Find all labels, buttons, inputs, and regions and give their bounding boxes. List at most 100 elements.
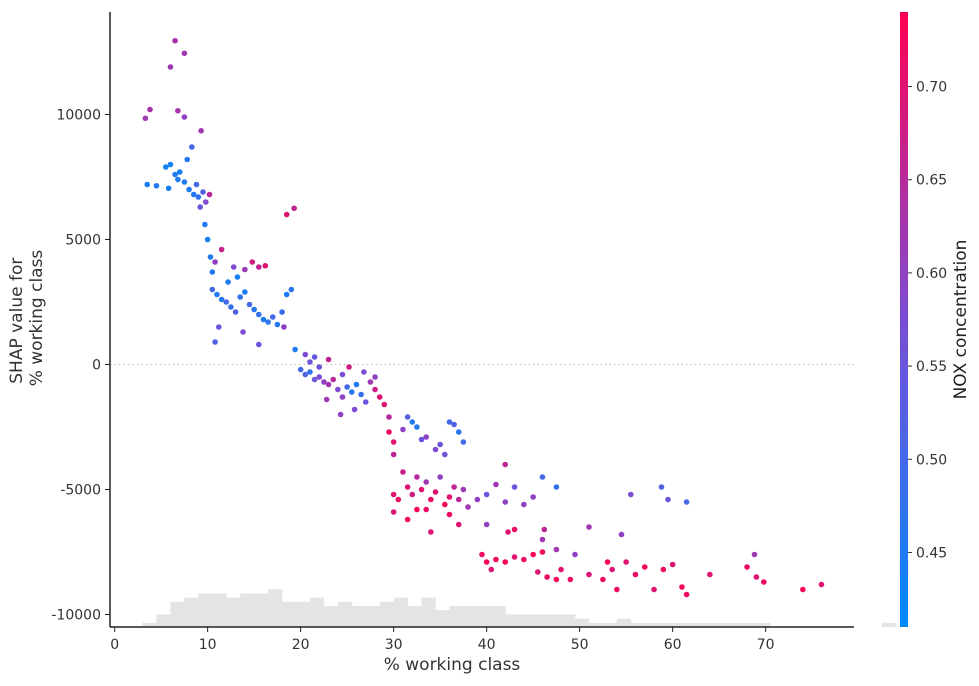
data-point (567, 576, 574, 583)
data-point (428, 529, 434, 535)
data-point (202, 221, 208, 228)
data-point (404, 414, 411, 420)
data-point (409, 491, 416, 498)
data-point (193, 181, 200, 188)
data-point (455, 429, 462, 435)
histogram-bar (519, 614, 534, 627)
data-point (190, 191, 197, 198)
histogram-bar (337, 601, 353, 627)
data-point (658, 484, 665, 490)
data-point (530, 551, 536, 558)
data-point (283, 211, 290, 218)
data-point (400, 426, 406, 433)
data-point (307, 369, 313, 375)
data-point (683, 499, 690, 505)
data-point (337, 411, 344, 418)
data-point (451, 421, 457, 428)
data-point (418, 436, 425, 443)
data-point (451, 484, 457, 490)
data-point (228, 304, 234, 310)
histogram-bar (351, 606, 367, 627)
data-point (511, 484, 518, 490)
data-point (307, 359, 313, 365)
data-point (288, 286, 295, 293)
data-point (386, 429, 392, 435)
data-point (181, 114, 188, 120)
histogram-bar (505, 614, 520, 627)
histogram-bar (561, 614, 576, 627)
data-point (493, 481, 499, 488)
data-point (414, 474, 420, 480)
x-tick-label: 40 (478, 637, 496, 653)
data-point (240, 329, 246, 335)
data-point (539, 536, 546, 543)
data-point (316, 364, 323, 370)
data-point (302, 351, 309, 358)
data-point (502, 461, 509, 468)
data-point (432, 446, 439, 453)
data-point (404, 516, 411, 523)
histogram-bar (477, 606, 492, 627)
data-point (483, 559, 490, 565)
data-point (372, 374, 378, 380)
y-tick-label: -10000 (51, 608, 101, 624)
data-point (521, 556, 527, 563)
colorbar-tick-label: 0.50 (916, 452, 947, 468)
data-point (362, 399, 369, 405)
data-point (623, 559, 629, 565)
data-point (175, 176, 181, 183)
data-point (237, 294, 243, 300)
data-point (214, 291, 220, 298)
colorbar-tick-label: 0.65 (916, 173, 947, 189)
data-point (181, 50, 188, 57)
data-point (175, 107, 181, 114)
data-point (265, 319, 271, 325)
data-point (404, 484, 411, 490)
data-point (683, 591, 690, 598)
data-point (269, 314, 276, 320)
data-point (323, 396, 330, 403)
data-point (242, 289, 248, 295)
x-tick-label: 50 (571, 637, 589, 653)
histogram-bar (756, 622, 771, 627)
data-point (390, 439, 397, 445)
feature-histogram (142, 589, 897, 627)
data-point (344, 384, 350, 390)
y-axis-title-line-2: % working class (27, 250, 47, 387)
data-point (197, 204, 204, 210)
data-point (604, 559, 611, 565)
data-point (660, 566, 667, 573)
data-point (330, 376, 337, 383)
data-point (184, 156, 190, 163)
data-point (628, 491, 634, 498)
data-point (279, 309, 285, 315)
data-point (142, 115, 149, 122)
histogram-bar (616, 618, 632, 627)
data-point (209, 269, 216, 275)
colorbar-tick-label: 0.70 (916, 80, 947, 96)
data-point (609, 566, 615, 573)
data-point (206, 191, 213, 198)
data-point (281, 324, 287, 330)
data-point (302, 371, 309, 378)
colorbar-tick-label: 0.45 (916, 545, 947, 561)
data-point (479, 551, 485, 558)
data-point (346, 364, 352, 370)
data-point (249, 259, 256, 265)
data-point (414, 506, 420, 513)
data-point (474, 496, 481, 503)
data-point (651, 586, 657, 593)
data-point (414, 424, 420, 430)
histogram-bar (323, 606, 339, 627)
data-point (186, 186, 192, 193)
data-point (586, 524, 592, 530)
data-point (418, 486, 425, 493)
data-point (600, 576, 606, 583)
data-point (800, 586, 806, 593)
data-point (316, 374, 323, 380)
data-point (437, 441, 443, 448)
data-point (760, 579, 767, 585)
data-point (502, 559, 509, 565)
histogram-bar (379, 601, 394, 627)
